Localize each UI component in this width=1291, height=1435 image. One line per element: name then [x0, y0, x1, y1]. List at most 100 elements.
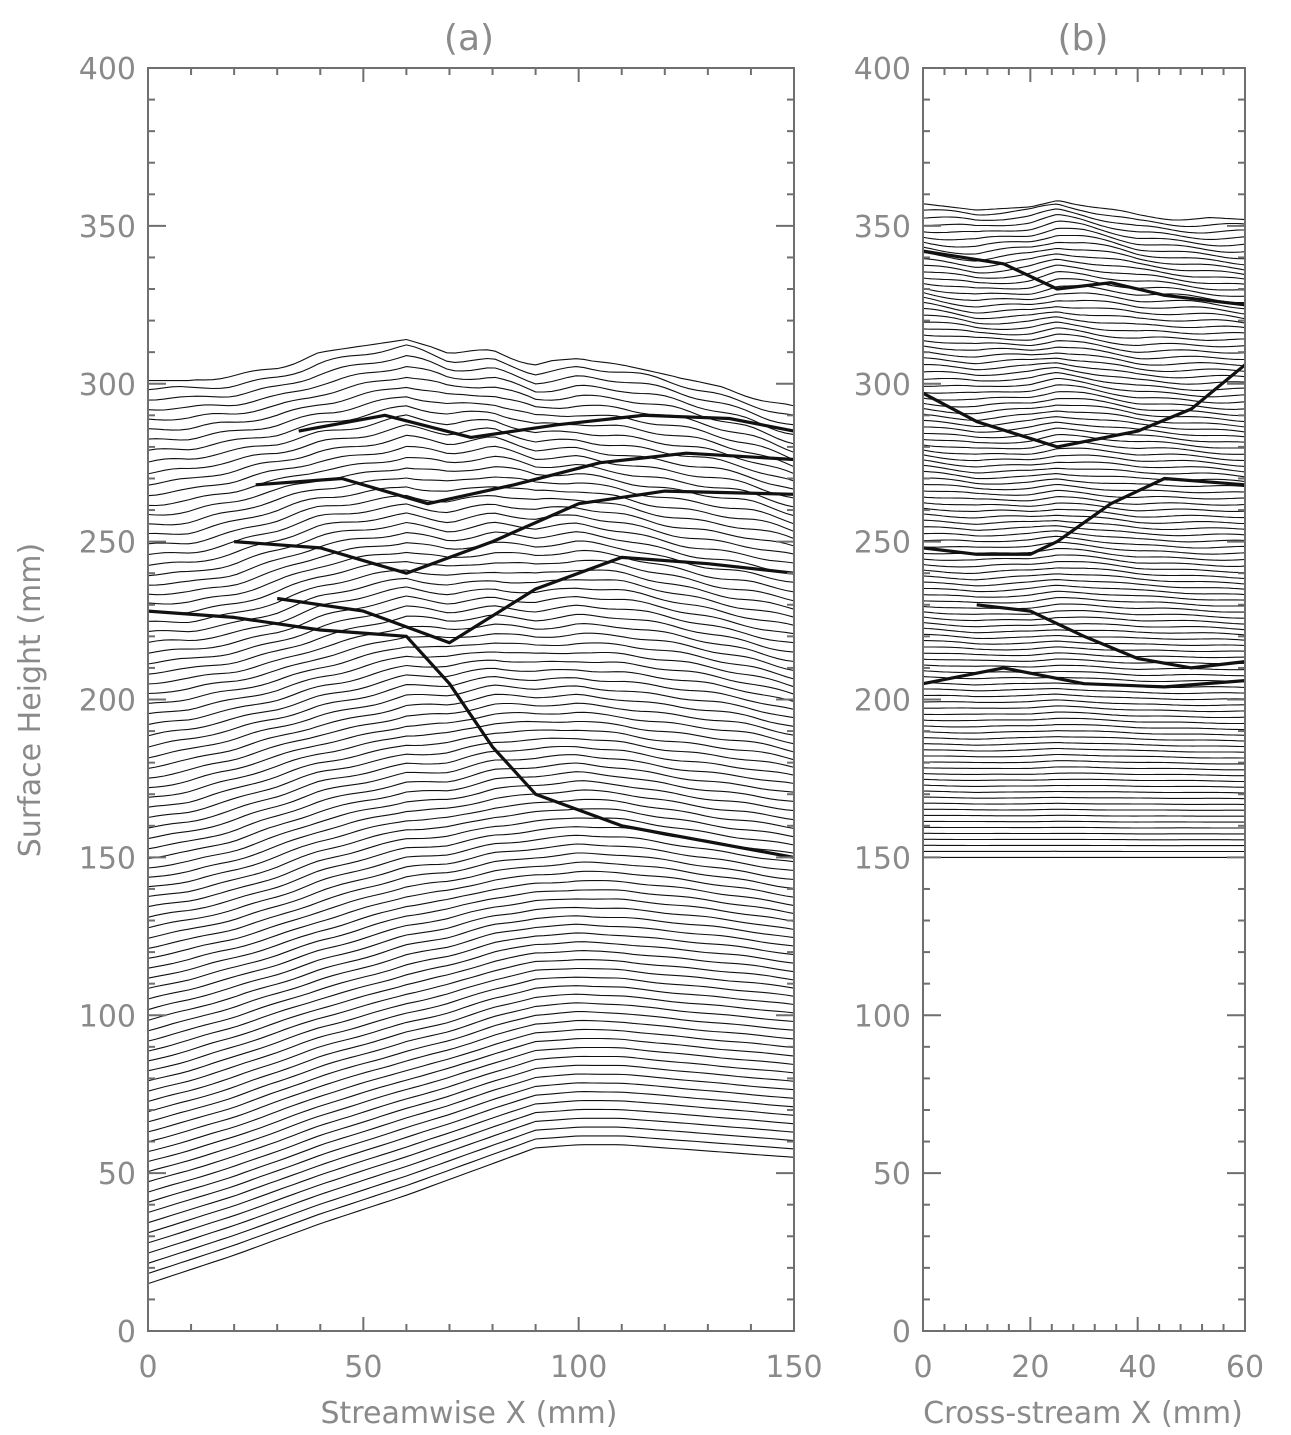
surface-profile-line: [147, 396, 795, 461]
surface-profile-line: [922, 724, 1245, 731]
surface-profile-line: [922, 535, 1245, 549]
surface-profile-line: [922, 351, 1246, 367]
surface-profile-line: [147, 1126, 795, 1264]
surface-profile-line: [147, 762, 795, 850]
surface-profile-line: [147, 923, 795, 1032]
surface-profile-line: [922, 711, 1246, 719]
surface-profile-line: [147, 549, 795, 605]
ridge-crest-line: [922, 666, 1246, 689]
panel-b-y-tick-labels: 0 50 100 150 200 250 300 350 400: [854, 52, 911, 1350]
surface-profile-line: [147, 879, 795, 979]
surface-profile-line: [922, 366, 1246, 385]
surface-profile-line: [922, 200, 1246, 221]
y-tick-label: 0: [117, 1315, 136, 1350]
surface-profile-line: [923, 796, 1246, 800]
surface-profile-line: [147, 1135, 795, 1275]
x-tick-label: 60: [1226, 1350, 1264, 1385]
surface-profile-line: [922, 616, 1246, 625]
surface-profile-line: [147, 476, 795, 526]
surface-profile-line: [922, 307, 1246, 324]
surface-profile-line: [923, 790, 1246, 794]
panel-b: (b) 0 20 40 60 0 50 100 150 200 250 300 350 400 Cro…: [854, 18, 1264, 1431]
surface-profile-line: [923, 321, 1246, 335]
surface-profile-line: [923, 541, 1246, 555]
surface-profile-line: [922, 561, 1245, 574]
surface-profile-line: [922, 496, 1246, 506]
surface-profile-line: [147, 1091, 795, 1224]
surface-profile-line: [922, 404, 1246, 423]
panel-a-y-tick-labels: 0 50 100 150 200 250 300 350 400: [79, 52, 136, 1350]
surface-profile-line: [147, 1055, 795, 1183]
surface-profile-line: [147, 355, 795, 426]
surface-profile-line: [147, 676, 795, 748]
surface-profile-line: [922, 567, 1246, 579]
surface-profile-line: [147, 651, 795, 715]
surface-profile-line: [923, 838, 1245, 841]
surface-profile-line: [147, 711, 795, 789]
surface-profile-line: [147, 424, 795, 482]
surface-profile-line: [148, 338, 795, 407]
surface-profile-line: [147, 889, 795, 989]
x-tick-label: 0: [138, 1350, 157, 1385]
surface-profile-line: [922, 271, 1246, 291]
surface-profile-line: [147, 1082, 795, 1214]
surface-profile-line: [922, 525, 1246, 537]
surface-profile-line: [922, 693, 1245, 701]
surface-profile-line: [922, 652, 1246, 659]
surface-profile-line: [923, 705, 1246, 713]
y-tick-label: 200: [79, 684, 136, 719]
y-tick-label: 350: [79, 210, 136, 245]
surface-profile-line: [147, 789, 795, 878]
surface-profile-line: [922, 603, 1245, 613]
surface-profile-line: [147, 559, 795, 614]
panel-a-ticks: [147, 67, 795, 1332]
surface-profile-line: [922, 454, 1246, 467]
surface-profile-line: [147, 494, 795, 545]
surface-profile-line: [147, 595, 795, 654]
surface-profile-line: [922, 596, 1245, 607]
surface-profile-line: [923, 640, 1246, 647]
surface-profile-line: [922, 357, 1246, 373]
panel-a-x-axis-label: Streamwise X (mm): [321, 1396, 618, 1431]
ridge-crest-line: [276, 555, 795, 645]
surface-profile-line: [147, 959, 795, 1072]
surface-profile-line: [922, 459, 1246, 473]
surface-profile-line: [923, 802, 1245, 805]
surface-profile-line: [147, 659, 795, 726]
surface-profile-line: [147, 950, 795, 1062]
surface-profile-line: [922, 610, 1245, 619]
panel-a-x-tick-labels: 0 50 100 150: [138, 1350, 822, 1385]
surface-profile-line: [147, 405, 795, 468]
surface-profile-line: [922, 820, 1245, 823]
surface-profile-line: [147, 632, 795, 695]
surface-profile-line: [922, 753, 1245, 759]
surface-profile-line: [147, 684, 795, 759]
surface-profile-line: [147, 1099, 795, 1234]
y-tick-label: 400: [854, 52, 911, 87]
surface-profile-line: [147, 569, 795, 624]
surface-profile-line: [922, 464, 1246, 478]
y-tick-label: 250: [79, 526, 136, 561]
y-tick-label: 100: [854, 999, 911, 1034]
surface-profile-line: [922, 296, 1246, 315]
panel-b-ridges: [922, 249, 1247, 689]
surface-profile-line: [147, 1002, 795, 1123]
surface-profile-line: [922, 554, 1246, 567]
surface-profile-line: [147, 967, 795, 1082]
surface-profile-line: [922, 730, 1246, 736]
y-tick-label: 300: [79, 368, 136, 403]
surface-profile-line: [922, 579, 1246, 590]
surface-profile-line: [147, 915, 795, 1021]
surface-profile-line: [147, 604, 795, 665]
surface-profile-line: [922, 264, 1246, 285]
ridge-crest-line: [922, 476, 1246, 556]
x-tick-label: 20: [1011, 1350, 1049, 1385]
panel-a-title: (a): [444, 18, 494, 59]
surface-profile-line: [922, 676, 1246, 683]
surface-profile-line: [922, 658, 1246, 665]
surface-profile-line: [923, 314, 1246, 329]
surface-profile-line: [923, 832, 1245, 835]
surface-profile-line: [147, 503, 795, 556]
panel-b-title: (b): [1058, 18, 1109, 59]
